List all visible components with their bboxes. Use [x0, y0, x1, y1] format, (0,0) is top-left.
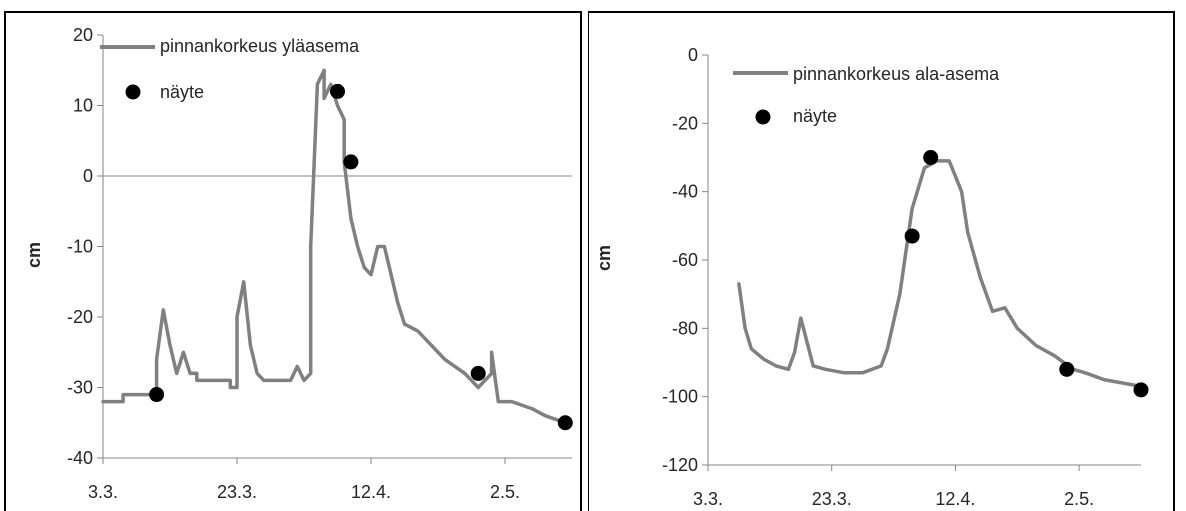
sample-point [1133, 382, 1149, 398]
x-tick-label: 12.4. [351, 482, 391, 502]
legend-dot-swatch [125, 84, 141, 100]
plot-area [708, 55, 1141, 465]
y-axis-label: cm [24, 242, 44, 268]
sample-point [557, 415, 573, 431]
y-tick-label: -40 [672, 182, 698, 202]
sample-point [923, 150, 939, 165]
x-tick-label: 23.3. [812, 489, 852, 509]
sample-point [149, 387, 165, 403]
legend-dot-swatch [755, 109, 771, 125]
y-tick-label: 20 [73, 25, 93, 45]
sample-point [470, 365, 486, 381]
legend-label-sample: näyte [160, 82, 204, 102]
water-level-lower-chart: 0 -20 -40 -60 -80 -100 -120 3.3. 23.3. 12.4. 2.5. c… [588, 11, 1175, 511]
water-level-line [101, 68, 568, 425]
legend-label-water-level: pinnankorkeus yläasema [160, 36, 360, 56]
sample-point [343, 154, 359, 170]
y-tick-label: -40 [67, 448, 93, 468]
x-tick-label: 2.5. [1064, 489, 1094, 509]
sample-point [330, 83, 345, 99]
x-tick-label: 12.4. [935, 489, 975, 509]
y-tick-label: -30 [67, 378, 93, 398]
y-tick-label: -20 [672, 113, 698, 133]
y-tick-label: 10 [73, 96, 93, 116]
sample-point [1059, 361, 1075, 377]
y-tick-label: 0 [688, 45, 698, 65]
y-tick-label: 0 [83, 166, 93, 186]
legend-label-water-level: pinnankorkeus ala-asema [793, 64, 1000, 84]
y-tick-label: -20 [67, 307, 93, 327]
x-tick-label: 3.3. [88, 482, 118, 502]
water-level-upper-chart: 20 10 0 -10 -20 -30 -40 3.3. 23.3. 12.4. 2.5. cm pin… [4, 11, 582, 511]
y-tick-label: -100 [662, 387, 698, 407]
y-tick-label: -120 [662, 455, 698, 475]
x-tick-label: 3.3. [693, 489, 723, 509]
y-tick-label: -10 [67, 237, 93, 257]
y-axis-label: cm [594, 245, 614, 271]
y-tick-label: -80 [672, 318, 698, 338]
sample-point [904, 228, 920, 244]
x-tick-label: 2.5. [490, 482, 520, 502]
y-tick-label: -60 [672, 250, 698, 270]
legend-label-sample: näyte [793, 106, 837, 126]
water-level-line [737, 159, 1143, 389]
x-tick-label: 23.3. [217, 482, 257, 502]
